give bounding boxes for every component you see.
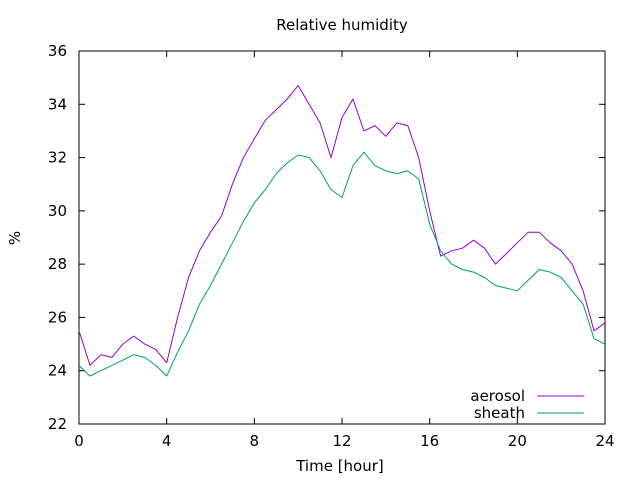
series-line-aerosol bbox=[78, 85, 606, 366]
x-tick-label: 8 bbox=[250, 432, 260, 450]
x-tick-label: 0 bbox=[74, 432, 84, 450]
x-tick-label: 24 bbox=[595, 432, 614, 450]
legend-label-aerosol: aerosol bbox=[470, 387, 525, 405]
y-tick-label: 22 bbox=[48, 415, 67, 433]
y-tick-label: 26 bbox=[48, 308, 67, 326]
y-tick-label: 28 bbox=[48, 255, 67, 273]
series-layer bbox=[78, 85, 606, 377]
y-tick-label: 36 bbox=[48, 42, 67, 60]
chart-title: Relative humidity bbox=[276, 16, 408, 34]
y-tick-label: 24 bbox=[48, 362, 67, 380]
x-axis-label: Time [hour] bbox=[295, 457, 384, 475]
y-tick-label: 30 bbox=[48, 202, 67, 220]
x-tick-label: 12 bbox=[332, 432, 351, 450]
series-line-sheath bbox=[78, 151, 606, 377]
ticks: 0 4 8 12 16 20 24 22 24 26 28 30 32 34 36 bbox=[48, 42, 615, 450]
x-tick-label: 20 bbox=[508, 432, 527, 450]
x-tick-label: 16 bbox=[420, 432, 439, 450]
y-axis-label: % bbox=[6, 231, 24, 245]
y-tick-label: 32 bbox=[48, 149, 67, 167]
y-tick-label: 34 bbox=[48, 95, 67, 113]
legend-label-sheath: sheath bbox=[474, 404, 525, 422]
x-tick-label: 4 bbox=[162, 432, 172, 450]
